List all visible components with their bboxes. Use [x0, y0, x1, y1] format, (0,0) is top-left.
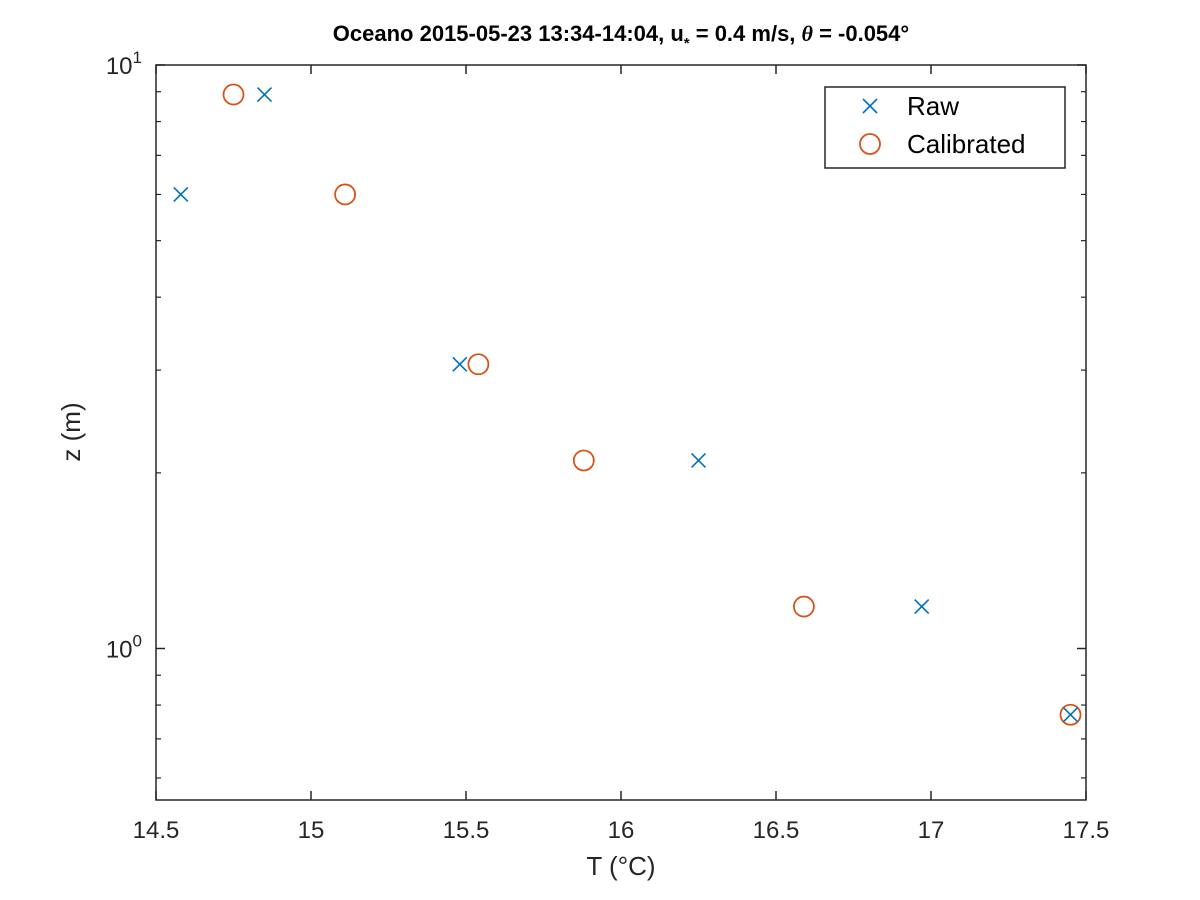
x-tick-label: 17.5: [1063, 817, 1110, 844]
legend-marker-raw: [862, 98, 878, 114]
calibrated-point-marker: [467, 353, 490, 376]
raw-point-marker: [1062, 707, 1079, 723]
raw-point-marker: [690, 452, 707, 469]
legend: Raw Calibrated: [824, 86, 1066, 169]
chart-title: Oceano 2015-05-23 13:34-14:04, u* = 0.4 …: [333, 21, 909, 52]
raw-point-marker: [256, 86, 273, 103]
y-tick-label-base: 10: [106, 53, 133, 80]
data-markers: [173, 83, 1082, 726]
axes-box: [155, 64, 1087, 801]
legend-items: Raw Calibrated: [859, 91, 1026, 159]
raw-point-marker: [173, 186, 189, 203]
raw-point-marker: [452, 356, 468, 372]
x-tick-label: 16.5: [753, 817, 800, 844]
calibrated-point-marker: [1059, 703, 1082, 726]
y-axis-label: z (m): [56, 402, 86, 461]
y-tick-label-base: 10: [106, 637, 133, 664]
x-tick-label: 15.5: [443, 817, 490, 844]
x-tick-labels: 14.5 15 15.5 16 16.5 17 17.5: [133, 817, 1110, 844]
x-tick-label: 16: [608, 817, 635, 844]
y-tick-label-exponent: 1: [133, 48, 142, 67]
y-minor-ticks: [156, 91, 1086, 779]
raw-point-marker: [914, 598, 930, 615]
y-tick-label: 101: [106, 48, 142, 80]
y-tick-label: 100: [106, 632, 142, 664]
x-tick-label: 14.5: [133, 817, 180, 844]
legend-label: Raw: [907, 91, 959, 121]
calibrated-point-marker: [793, 595, 815, 618]
calibrated-point-marker: [572, 449, 595, 472]
y-tick-label-exponent: 0: [133, 632, 142, 651]
calibrated-point-marker: [222, 83, 245, 106]
x-tick-label: 17: [918, 817, 945, 844]
plot-area: [156, 65, 1086, 800]
x-tick-label: 15: [298, 817, 325, 844]
legend-marker-calibrated: [859, 133, 881, 155]
calibrated-point-marker: [334, 183, 357, 206]
x-axis-label: T (°C): [586, 851, 655, 881]
legend-label: Calibrated: [907, 129, 1026, 159]
